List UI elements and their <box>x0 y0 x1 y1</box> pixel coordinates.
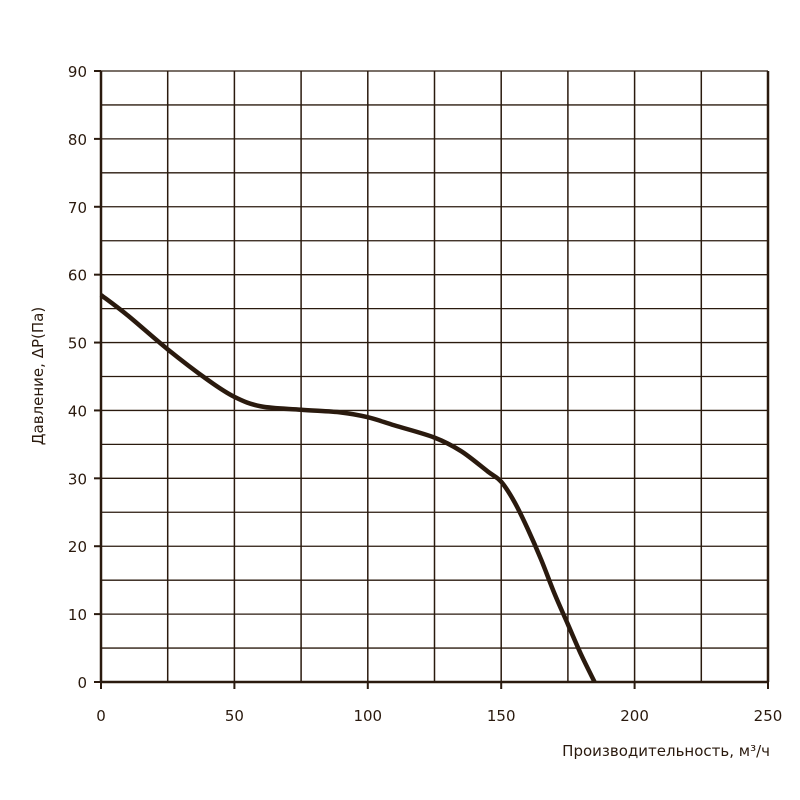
x-tick-label: 250 <box>754 707 783 725</box>
y-tick-label: 90 <box>68 63 87 81</box>
x-tick-label: 50 <box>225 707 244 725</box>
y-tick-label: 60 <box>68 267 87 285</box>
x-tick-label: 150 <box>487 707 516 725</box>
ticks: 0 50 100 150 200 250 0 10 20 30 40 50 60 70 80 90 <box>68 63 782 725</box>
y-tick-label: 70 <box>68 199 87 217</box>
y-tick-label: 0 <box>77 674 87 692</box>
x-tick-label: 0 <box>96 707 106 725</box>
y-tick-label: 80 <box>68 131 87 149</box>
x-axis-label: Производительность, м³/ч <box>562 742 770 760</box>
grid <box>99 70 770 684</box>
y-tick-label: 10 <box>68 606 87 624</box>
y-axis-label: Давление, ΔP(Па) <box>29 307 47 445</box>
y-tick-label: 50 <box>68 335 87 353</box>
x-tick-label: 100 <box>353 707 382 725</box>
series-line <box>99 293 597 683</box>
y-tick-label: 20 <box>68 538 87 556</box>
y-tick-label: 40 <box>68 402 87 420</box>
x-tick-label: 200 <box>620 707 649 725</box>
y-tick-label: 30 <box>68 470 87 488</box>
